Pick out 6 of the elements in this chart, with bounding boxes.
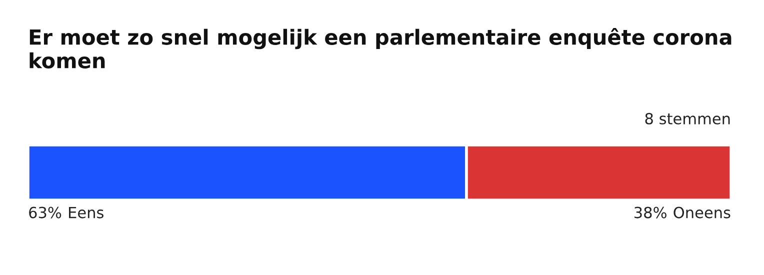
series-label: Eens [69,206,104,218]
data-label: 63% [29,206,62,218]
chart-title: Er moet zo snel mogelijk een parlementaire enquête corona komen [30,28,732,68]
series-label: Oneens [674,206,730,218]
text: 8 stemmen [645,112,730,124]
data-label: 38% [634,206,666,218]
